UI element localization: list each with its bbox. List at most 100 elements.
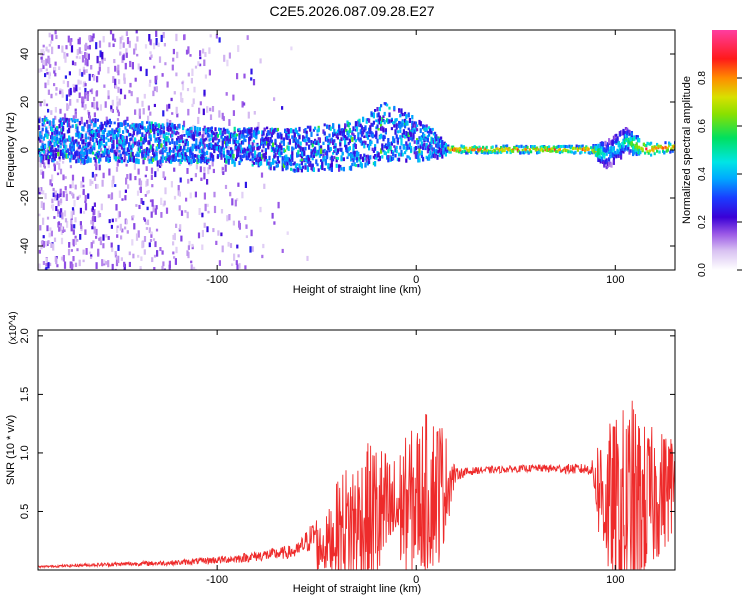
spectrogram-cell bbox=[599, 155, 602, 161]
spectrogram-cell bbox=[503, 145, 506, 149]
spectrogram-cell bbox=[270, 145, 273, 150]
spectrogram-cell bbox=[209, 156, 212, 161]
spectrogram-cell bbox=[80, 155, 83, 160]
spectrogram-cell bbox=[118, 159, 121, 163]
spectrogram-cell bbox=[672, 145, 675, 149]
spectrogram-cell bbox=[119, 134, 122, 140]
spectrogram-cell bbox=[186, 88, 190, 92]
spectrogram-cell bbox=[647, 151, 650, 155]
spectrogram-cell bbox=[66, 103, 69, 111]
spectrogram-cell bbox=[187, 178, 190, 184]
spectrogram-cell bbox=[98, 213, 102, 218]
spectrogram-cell bbox=[366, 154, 369, 159]
spectrogram-cell bbox=[107, 149, 110, 155]
spectrogram-cell bbox=[272, 129, 275, 135]
spectrogram-cell bbox=[374, 134, 377, 138]
spectrogram-cell bbox=[119, 122, 122, 127]
spectrogram-cell bbox=[380, 126, 383, 131]
spectrogram-cell bbox=[504, 144, 507, 148]
spectrogram-cell bbox=[358, 139, 361, 142]
spectrogram-cell bbox=[78, 47, 81, 54]
spectrogram-cell bbox=[62, 80, 65, 84]
spectrogram-cell bbox=[69, 125, 72, 129]
spectrogram-cell bbox=[556, 149, 559, 153]
spectrogram-cell bbox=[86, 159, 89, 163]
spectrogram-cell bbox=[67, 249, 71, 256]
spectrogram-cell bbox=[662, 149, 665, 153]
spectrogram-cell bbox=[351, 153, 354, 159]
spectrogram-cell bbox=[236, 148, 239, 152]
spectrogram-cell bbox=[137, 147, 140, 152]
spectrogram-cell bbox=[171, 134, 174, 138]
spectrogram-cell bbox=[312, 148, 315, 152]
spectrogram-cell bbox=[118, 98, 121, 106]
spectrogram-cell bbox=[98, 144, 101, 150]
spectrogram-cell bbox=[605, 144, 608, 150]
spectrogram-cell bbox=[62, 174, 65, 181]
spectrogram-cell bbox=[138, 108, 141, 116]
spectrogram-cell bbox=[424, 126, 427, 132]
spectrogram-cell bbox=[194, 154, 197, 158]
spectrogram-cell bbox=[534, 148, 537, 152]
spectrogram-cell bbox=[194, 65, 198, 69]
spectrogram-cell bbox=[261, 136, 264, 142]
spectrogram-cell bbox=[82, 259, 85, 263]
spectrogram-cell bbox=[357, 137, 360, 141]
spectrogram-cell bbox=[627, 129, 630, 134]
spectrogram-cell bbox=[316, 129, 319, 133]
spectrogram-cell bbox=[155, 128, 158, 132]
spectrogram-cell bbox=[107, 121, 110, 125]
spectrogram-cell bbox=[173, 91, 176, 95]
spectrogram-cell bbox=[398, 124, 401, 128]
spectrogram-cell bbox=[291, 150, 294, 155]
spectrogram-cell bbox=[68, 153, 71, 160]
spectrogram-cell bbox=[90, 119, 93, 124]
spectrogram-cell bbox=[220, 209, 224, 214]
spectrogram-cell bbox=[222, 138, 225, 144]
spectrogram-cell bbox=[333, 132, 336, 136]
spectrogram-cell bbox=[640, 147, 643, 151]
spectrogram-cell bbox=[54, 190, 57, 195]
spectrogram-cell bbox=[46, 216, 50, 220]
spectrogram-cell bbox=[502, 144, 505, 148]
spectrogram-cell bbox=[226, 59, 229, 67]
spectrogram-cell bbox=[203, 151, 206, 156]
spectrogram-cell bbox=[68, 135, 71, 141]
spectrogram-cell bbox=[441, 153, 444, 159]
spectrogram-cell bbox=[134, 126, 137, 131]
spectrogram-cell bbox=[200, 140, 203, 145]
spectrogram-cell bbox=[612, 135, 615, 140]
spectrogram-cell bbox=[263, 137, 266, 141]
spectrogram-cell bbox=[50, 230, 53, 237]
spectrogram-cell bbox=[423, 133, 426, 139]
spectrogram-cell bbox=[405, 114, 408, 120]
spectrogram-cell bbox=[117, 255, 120, 264]
spectrogram-cell bbox=[94, 269, 97, 270]
spectrogram-cell bbox=[71, 146, 74, 151]
spectrogram-cell bbox=[54, 30, 57, 35]
spectrogram-cell bbox=[129, 82, 132, 88]
spectrogram-cell bbox=[575, 144, 578, 148]
spectrogram-cell bbox=[69, 158, 72, 163]
spectrogram-cell bbox=[41, 127, 44, 132]
spectrogram-cell bbox=[159, 247, 162, 252]
spectrogram-cell bbox=[226, 151, 229, 155]
spectrogram-cell bbox=[654, 146, 657, 150]
spectrogram-cell bbox=[336, 132, 339, 136]
spectrogram-cell bbox=[240, 133, 243, 139]
spectrogram-cell bbox=[202, 128, 205, 131]
spectrogram-cell bbox=[449, 150, 452, 154]
spectrogram-cell bbox=[251, 246, 254, 252]
spectrogram-cell bbox=[273, 97, 276, 101]
spectrogram-cell bbox=[158, 123, 161, 129]
spectrogram-cell bbox=[623, 139, 626, 145]
spectrogram-cell bbox=[179, 92, 183, 96]
spectrogram-cell bbox=[87, 156, 90, 162]
spectrogram-cell bbox=[404, 111, 407, 117]
spectrogram-cell bbox=[239, 159, 242, 163]
spectrogram-cell bbox=[435, 137, 438, 142]
spectrogram-cell bbox=[651, 145, 654, 149]
spectrogram-cell bbox=[46, 121, 49, 124]
spectrogram-cell bbox=[146, 190, 149, 195]
spectrogram-cell bbox=[114, 251, 117, 256]
